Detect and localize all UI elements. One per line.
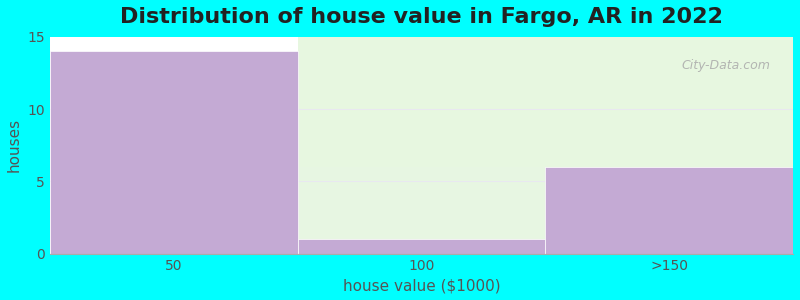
- Title: Distribution of house value in Fargo, AR in 2022: Distribution of house value in Fargo, AR…: [120, 7, 723, 27]
- Bar: [298, 239, 546, 254]
- Text: City-Data.com: City-Data.com: [682, 58, 770, 71]
- Bar: [546, 167, 793, 254]
- Bar: [50, 51, 298, 254]
- X-axis label: house value ($1000): house value ($1000): [342, 278, 500, 293]
- Bar: [298, 37, 793, 167]
- Y-axis label: houses: houses: [7, 118, 22, 172]
- Bar: [298, 37, 793, 254]
